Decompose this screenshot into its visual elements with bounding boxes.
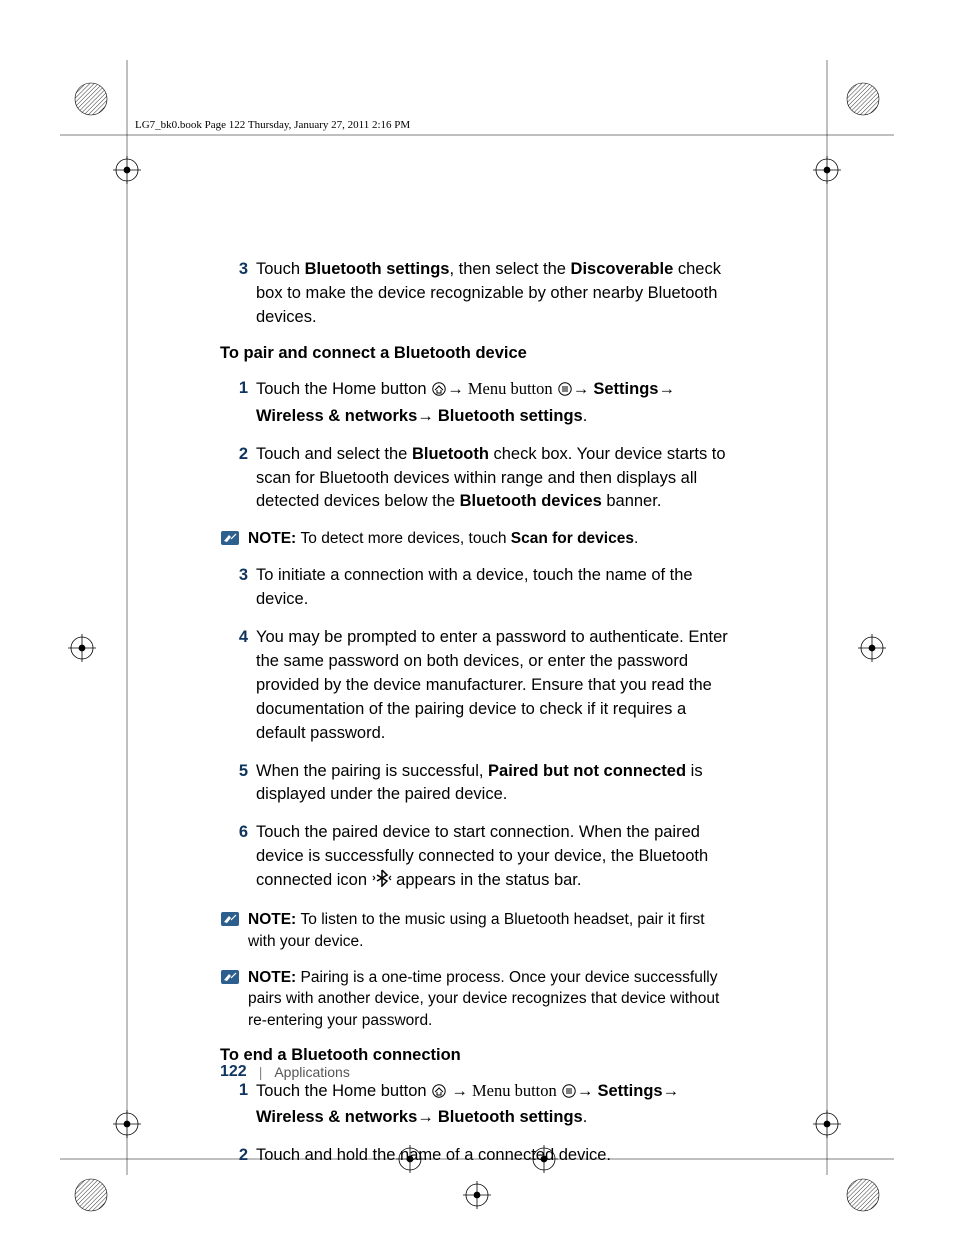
arrow: → (417, 406, 438, 425)
end-step-2: 2 Touch and hold the name of a connected… (220, 1144, 730, 1168)
page-number: 122 (220, 1063, 247, 1081)
arrow: → (417, 1107, 438, 1126)
home-icon (431, 1082, 447, 1106)
step-text: Touch the Home button → Menu button → Se… (256, 1079, 730, 1131)
text: . (634, 530, 638, 547)
text: . (583, 407, 588, 425)
pair-step-2: 2 Touch and select the Bluetooth check b… (220, 443, 730, 515)
home-icon (431, 380, 447, 404)
running-header: LG7_bk0.book Page 122 Thursday, January … (135, 119, 410, 131)
page-footer: 122 | Applications (220, 1063, 350, 1081)
section-name: Applications (274, 1064, 350, 1080)
step-text: Touch and select the Bluetooth check box… (256, 443, 730, 515)
step-number: 4 (220, 626, 256, 746)
text: Pairing is a one-time process. Once your… (248, 969, 719, 1029)
note-body: NOTE: To listen to the music using a Blu… (248, 909, 730, 952)
arrow: → (658, 379, 675, 398)
text: , then select the (449, 260, 570, 278)
pair-step-5: 5 When the pairing is successful, Paired… (220, 760, 730, 808)
text: Touch the Home button (256, 380, 431, 398)
step-number: 1 (220, 377, 256, 429)
step-text: Touch the Home button → Menu button → Se… (256, 377, 730, 429)
step-text: You may be prompted to enter a password … (256, 626, 730, 746)
step-text: Touch Bluetooth settings, then select th… (256, 258, 730, 330)
step-number: 3 (220, 564, 256, 612)
text: Touch the Home button (256, 1082, 431, 1100)
text: To listen to the music using a Bluetooth… (248, 911, 705, 950)
note-pairing-once: NOTE: Pairing is a one-time process. Onc… (220, 967, 730, 1032)
page: LG7_bk0.book Page 122 Thursday, January … (0, 0, 954, 1235)
arrow: → (663, 1081, 680, 1100)
text: banner. (602, 492, 662, 510)
arrow: → Menu button (447, 379, 557, 398)
step-text: To initiate a connection with a device, … (256, 564, 730, 612)
heading-end: To end a Bluetooth connection (220, 1046, 730, 1065)
text: . (583, 1108, 588, 1126)
pair-step-3: 3 To initiate a connection with a device… (220, 564, 730, 612)
bold: Wireless & networks (256, 1108, 417, 1126)
footer-divider: | (259, 1064, 263, 1080)
end-step-1: 1 Touch the Home button → Menu button → … (220, 1079, 730, 1131)
arrow: → (573, 379, 594, 398)
arrow: → (577, 1081, 598, 1100)
step-text: When the pairing is successful, Paired b… (256, 760, 730, 808)
content-column: 3 Touch Bluetooth settings, then select … (220, 258, 730, 1182)
step-number: 2 (220, 443, 256, 515)
bold: Settings (593, 380, 658, 398)
pair-step-1: 1 Touch the Home button → Menu button → … (220, 377, 730, 429)
arrow: → Menu button (447, 1081, 561, 1100)
step-number: 1 (220, 1079, 256, 1131)
step-number: 5 (220, 760, 256, 808)
note-label: NOTE: (248, 969, 301, 986)
pair-step-6: 6 Touch the paired device to start conne… (220, 821, 730, 895)
step-number: 6 (220, 821, 256, 895)
text: Touch (256, 260, 305, 278)
pair-step-4: 4 You may be prompted to enter a passwor… (220, 626, 730, 746)
step-text: Touch the paired device to start connect… (256, 821, 730, 895)
bold: Discoverable (571, 260, 674, 278)
bold: Scan for devices (511, 530, 634, 547)
step-text: Touch and hold the name of a connected d… (256, 1144, 730, 1168)
bold: Settings (598, 1082, 663, 1100)
bluetooth-connected-icon (372, 869, 392, 895)
menu-icon (561, 1082, 577, 1106)
note-body: NOTE: To detect more devices, touch Scan… (248, 528, 730, 550)
note-scan: NOTE: To detect more devices, touch Scan… (220, 528, 730, 550)
bold: Bluetooth settings (438, 1108, 583, 1126)
bold: Bluetooth settings (305, 260, 450, 278)
bold: Bluetooth devices (460, 492, 602, 510)
menu-icon (557, 380, 573, 404)
note-icon (220, 967, 248, 1032)
bold: Wireless & networks (256, 407, 417, 425)
note-icon (220, 909, 248, 952)
text: appears in the status bar. (392, 871, 582, 889)
note-body: NOTE: Pairing is a one-time process. Onc… (248, 967, 730, 1032)
bold: Bluetooth (412, 445, 489, 463)
bold: Paired but not connected (488, 762, 686, 780)
note-label: NOTE: (248, 911, 301, 928)
heading-pair: To pair and connect a Bluetooth device (220, 344, 730, 363)
text: When the pairing is successful, (256, 762, 488, 780)
note-headset: NOTE: To listen to the music using a Blu… (220, 909, 730, 952)
note-icon (220, 528, 248, 550)
step-number: 2 (220, 1144, 256, 1168)
text: To detect more devices, touch (301, 530, 511, 547)
step-3-discoverable: 3 Touch Bluetooth settings, then select … (220, 258, 730, 330)
step-number: 3 (220, 258, 256, 330)
bold: Bluetooth settings (438, 407, 583, 425)
note-label: NOTE: (248, 530, 301, 547)
text: Touch and select the (256, 445, 412, 463)
